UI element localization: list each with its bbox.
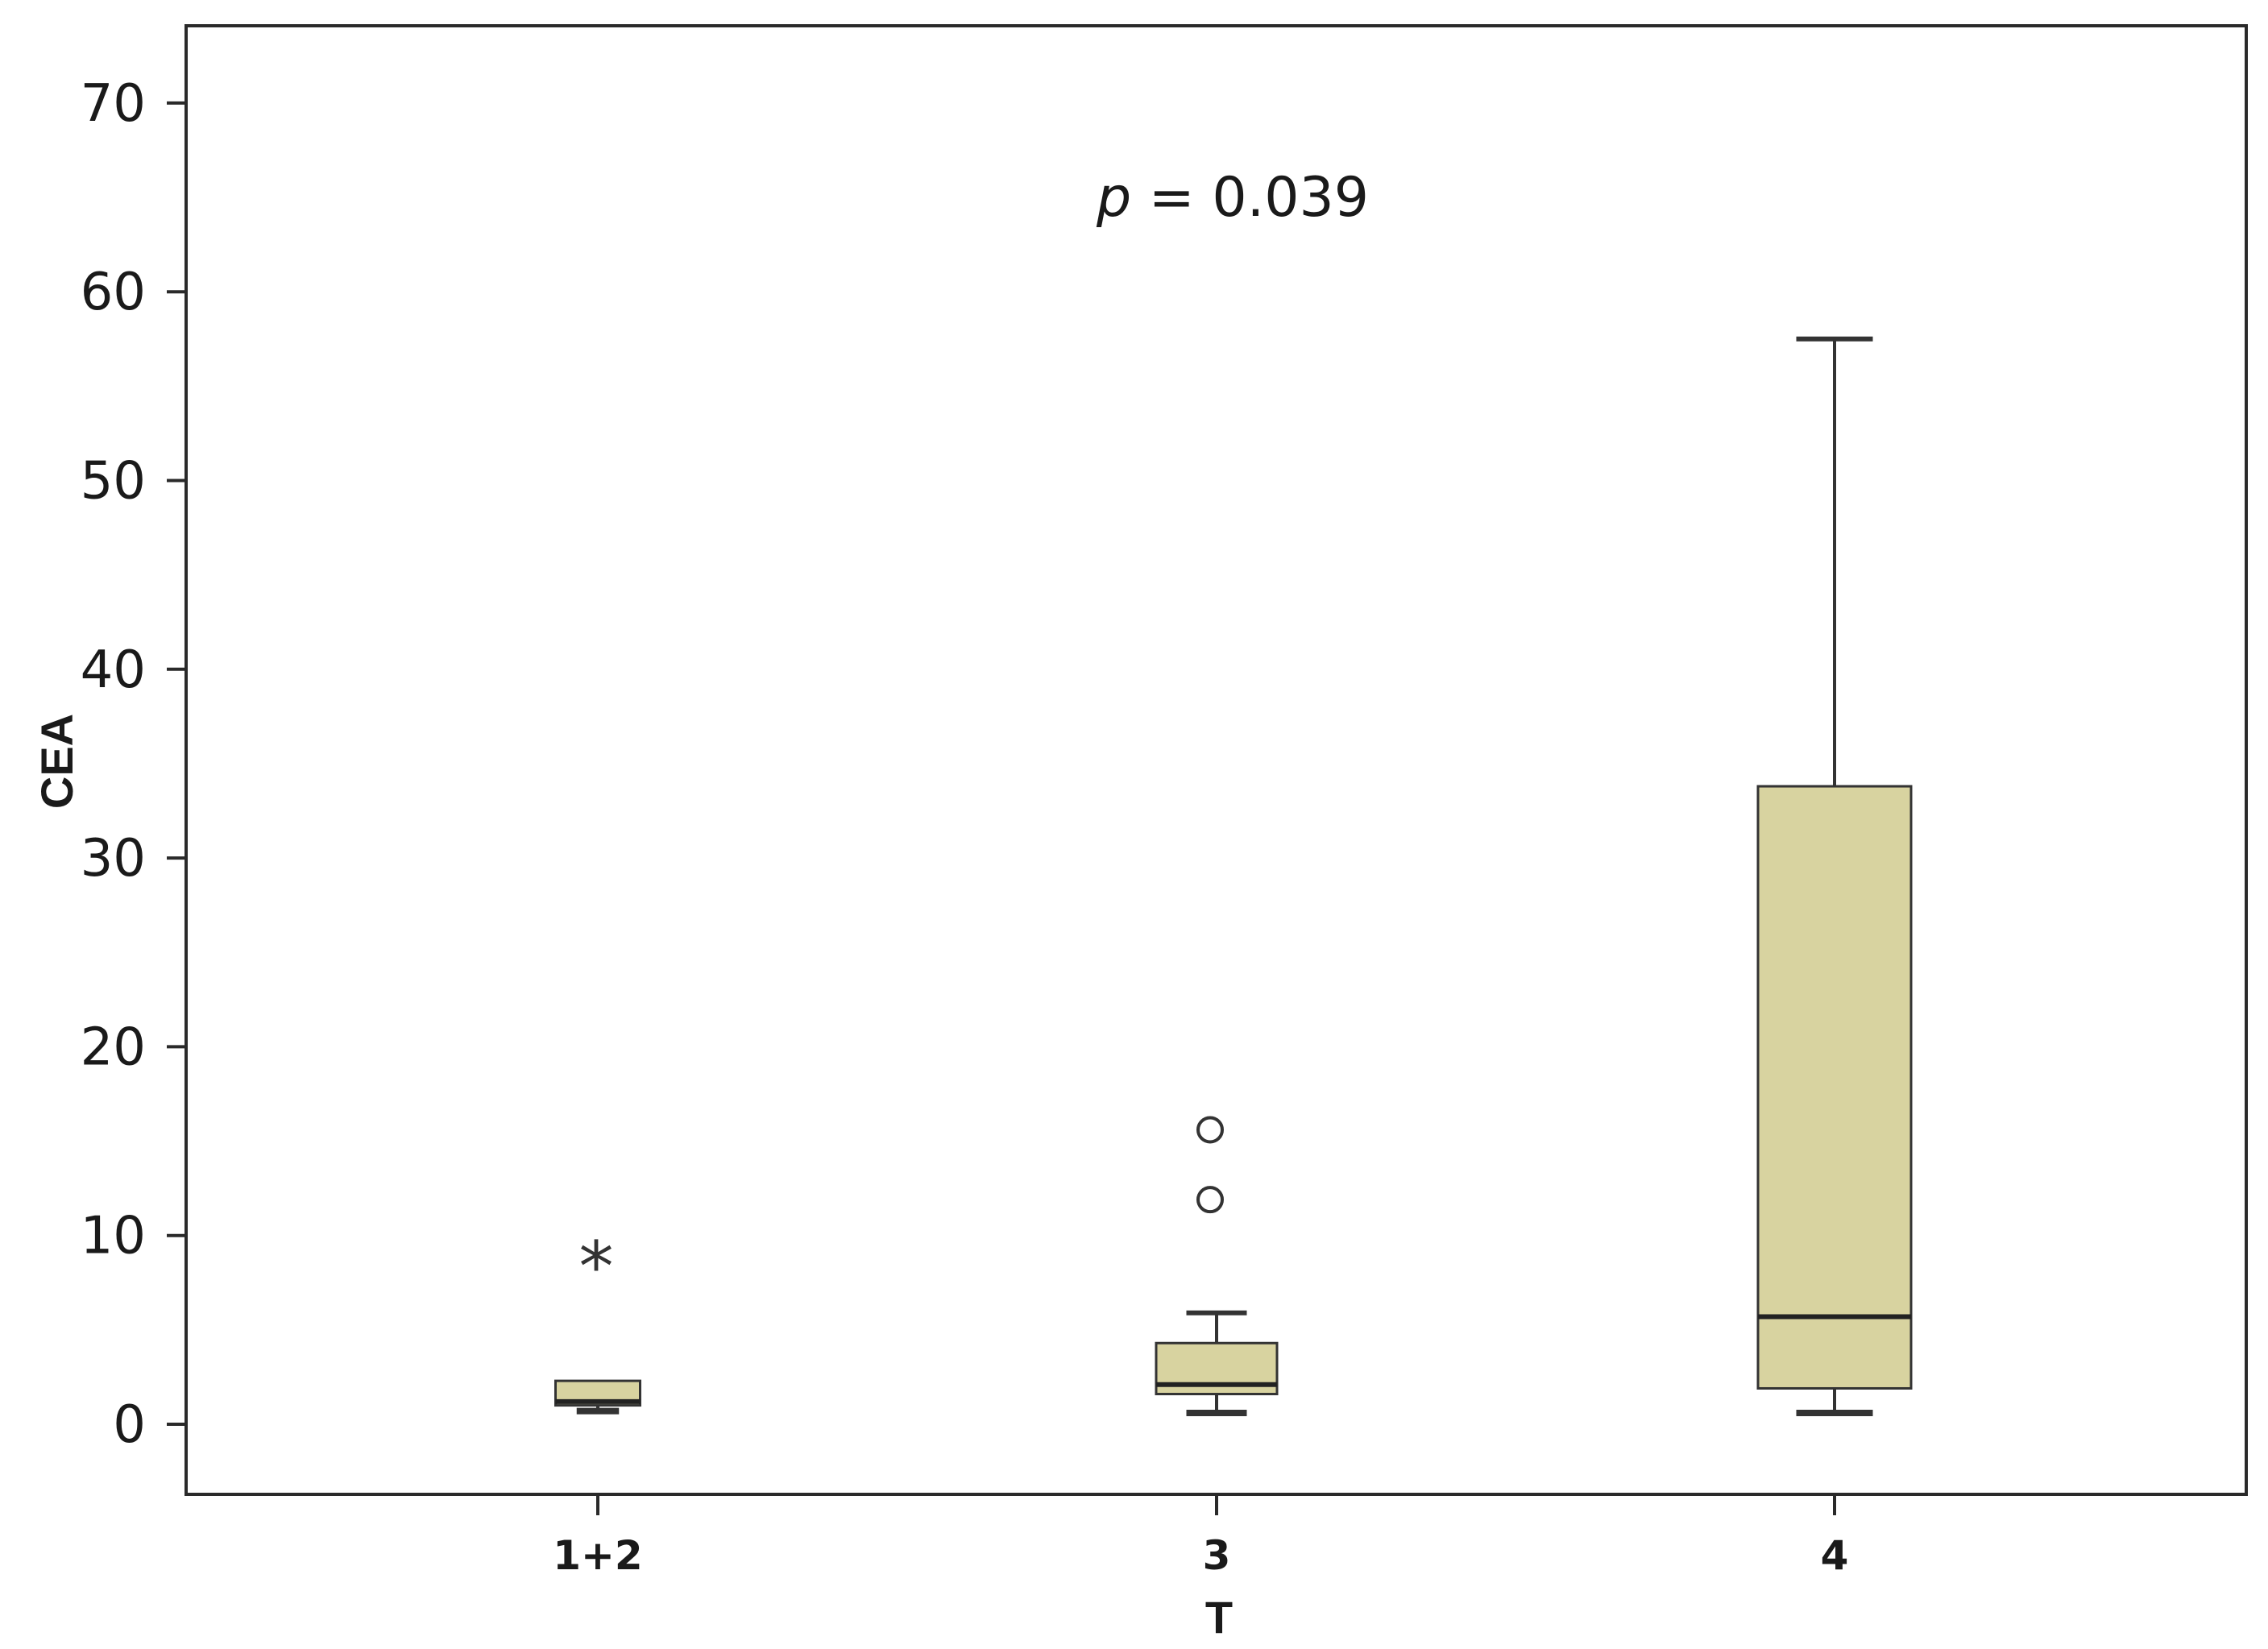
y-axis: 0 10 20 30 40 50 60 70 [81, 74, 186, 1455]
boxes-group: * [554, 336, 1913, 1416]
x-tick-label: 1+2 [553, 1532, 642, 1579]
y-tick-label: 10 [81, 1207, 146, 1266]
x-axis: 1+2 3 4 [553, 1494, 1848, 1579]
y-tick-label: 30 [81, 829, 146, 889]
y-tick-label: 60 [81, 263, 146, 322]
box-3 [1155, 1116, 1279, 1416]
x-tick-label: 4 [1821, 1532, 1849, 1579]
y-tick-label: 40 [81, 640, 146, 700]
p-value-text: = 0.039 [1131, 166, 1369, 230]
box-1+2: * [554, 1227, 641, 1415]
y-tick-label: 0 [113, 1395, 146, 1455]
plot-frame [185, 24, 2248, 1496]
y-tick-label: 20 [81, 1017, 146, 1077]
outlier-point [1196, 1186, 1224, 1214]
x-axis-title: T [1205, 1592, 1233, 1643]
y-axis-title: CEA [31, 714, 82, 809]
x-tick-label: 3 [1203, 1532, 1231, 1579]
box-4 [1756, 336, 1913, 1416]
extreme-point: * [579, 1227, 614, 1307]
outlier-point [1196, 1116, 1224, 1144]
y-tick-label: 50 [81, 452, 146, 512]
p-symbol: p [1096, 166, 1131, 230]
y-tick-label: 70 [81, 74, 146, 134]
iqr-box [1756, 785, 1913, 1390]
p-value-annotation: p = 0.039 [1096, 166, 1369, 230]
